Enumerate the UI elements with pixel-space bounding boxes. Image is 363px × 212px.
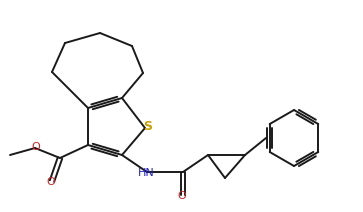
Text: O: O (178, 191, 186, 201)
Text: HN: HN (138, 168, 154, 178)
Text: S: S (143, 120, 152, 134)
Text: O: O (32, 142, 40, 152)
Text: O: O (46, 177, 56, 187)
